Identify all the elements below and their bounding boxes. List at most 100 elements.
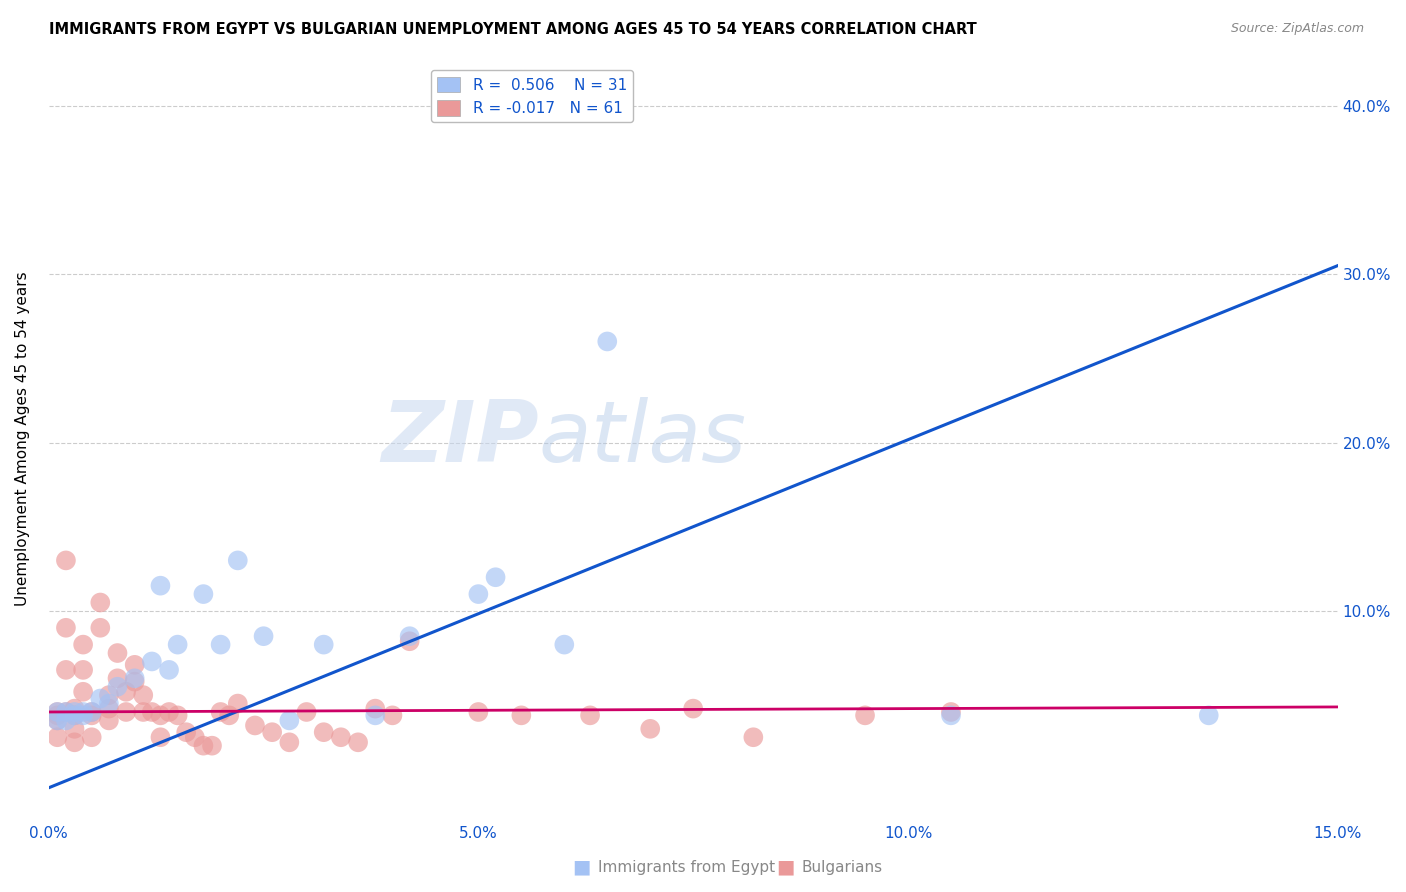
Point: [80, 705, 103, 719]
Point: [63, 708, 86, 723]
Text: atlas: atlas: [538, 397, 747, 480]
Point: [149, 579, 172, 593]
Point: [97, 701, 120, 715]
Point: [579, 708, 602, 723]
Point: [46, 714, 69, 728]
Point: [226, 553, 249, 567]
Text: Immigrants from Egypt: Immigrants from Egypt: [598, 860, 775, 874]
Point: [157, 663, 180, 677]
Point: [89, 595, 111, 609]
Point: [63, 735, 86, 749]
Point: [46, 714, 69, 728]
Point: [63, 705, 86, 719]
Point: [72, 638, 94, 652]
Point: [63, 701, 86, 715]
Point: [209, 638, 232, 652]
Point: [97, 697, 120, 711]
Point: [226, 697, 249, 711]
Point: [553, 638, 575, 652]
Point: [278, 714, 301, 728]
Point: [312, 725, 335, 739]
Point: [364, 701, 387, 715]
Point: [262, 725, 284, 739]
Point: [107, 646, 129, 660]
Point: [46, 705, 69, 719]
Text: ZIP: ZIP: [381, 397, 538, 480]
Point: [46, 708, 69, 723]
Point: [682, 701, 704, 715]
Point: [295, 705, 318, 719]
Point: [484, 570, 506, 584]
Point: [184, 731, 207, 745]
Point: [55, 705, 77, 719]
Point: [80, 705, 103, 719]
Point: [132, 688, 155, 702]
Point: [510, 708, 533, 723]
Point: [55, 621, 77, 635]
Point: [89, 691, 111, 706]
Point: [63, 722, 86, 736]
Point: [174, 725, 197, 739]
Point: [132, 705, 155, 719]
Point: [278, 735, 301, 749]
Point: [193, 739, 215, 753]
Point: [72, 705, 94, 719]
Point: [80, 708, 103, 723]
Point: [107, 671, 129, 685]
Point: [124, 674, 146, 689]
Y-axis label: Unemployment Among Ages 45 to 54 years: Unemployment Among Ages 45 to 54 years: [15, 271, 30, 606]
Point: [193, 587, 215, 601]
Text: Bulgarians: Bulgarians: [801, 860, 883, 874]
Point: [853, 708, 876, 723]
Point: [115, 705, 138, 719]
Point: [46, 705, 69, 719]
Point: [467, 705, 489, 719]
Point: [252, 629, 274, 643]
Point: [398, 634, 420, 648]
Point: [201, 739, 224, 753]
Point: [55, 705, 77, 719]
Point: [166, 708, 188, 723]
Point: [312, 638, 335, 652]
Point: [157, 705, 180, 719]
Point: [218, 708, 240, 723]
Point: [55, 714, 77, 728]
Point: [166, 638, 188, 652]
Text: ■: ■: [776, 857, 794, 877]
Point: [1198, 708, 1220, 723]
Point: [124, 671, 146, 685]
Point: [97, 714, 120, 728]
Point: [55, 663, 77, 677]
Point: [107, 680, 129, 694]
Point: [46, 731, 69, 745]
Point: [124, 657, 146, 672]
Point: [398, 629, 420, 643]
Point: [115, 685, 138, 699]
Point: [596, 334, 619, 349]
Point: [939, 705, 962, 719]
Point: [80, 731, 103, 745]
Point: [149, 731, 172, 745]
Point: [141, 655, 163, 669]
Text: IMMIGRANTS FROM EGYPT VS BULGARIAN UNEMPLOYMENT AMONG AGES 45 TO 54 YEARS CORREL: IMMIGRANTS FROM EGYPT VS BULGARIAN UNEMP…: [49, 22, 977, 37]
Point: [141, 705, 163, 719]
Point: [89, 621, 111, 635]
Point: [347, 735, 370, 749]
Point: [72, 708, 94, 723]
Point: [329, 731, 352, 745]
Point: [638, 722, 661, 736]
Point: [63, 708, 86, 723]
Point: [243, 718, 266, 732]
Point: [939, 708, 962, 723]
Point: [742, 731, 765, 745]
Point: [209, 705, 232, 719]
Text: ■: ■: [572, 857, 591, 877]
Text: Source: ZipAtlas.com: Source: ZipAtlas.com: [1230, 22, 1364, 36]
Point: [149, 708, 172, 723]
Point: [55, 553, 77, 567]
Legend: R =  0.506    N = 31, R = -0.017   N = 61: R = 0.506 N = 31, R = -0.017 N = 61: [432, 70, 633, 122]
Point: [97, 688, 120, 702]
Point: [364, 708, 387, 723]
Point: [72, 663, 94, 677]
Point: [72, 685, 94, 699]
